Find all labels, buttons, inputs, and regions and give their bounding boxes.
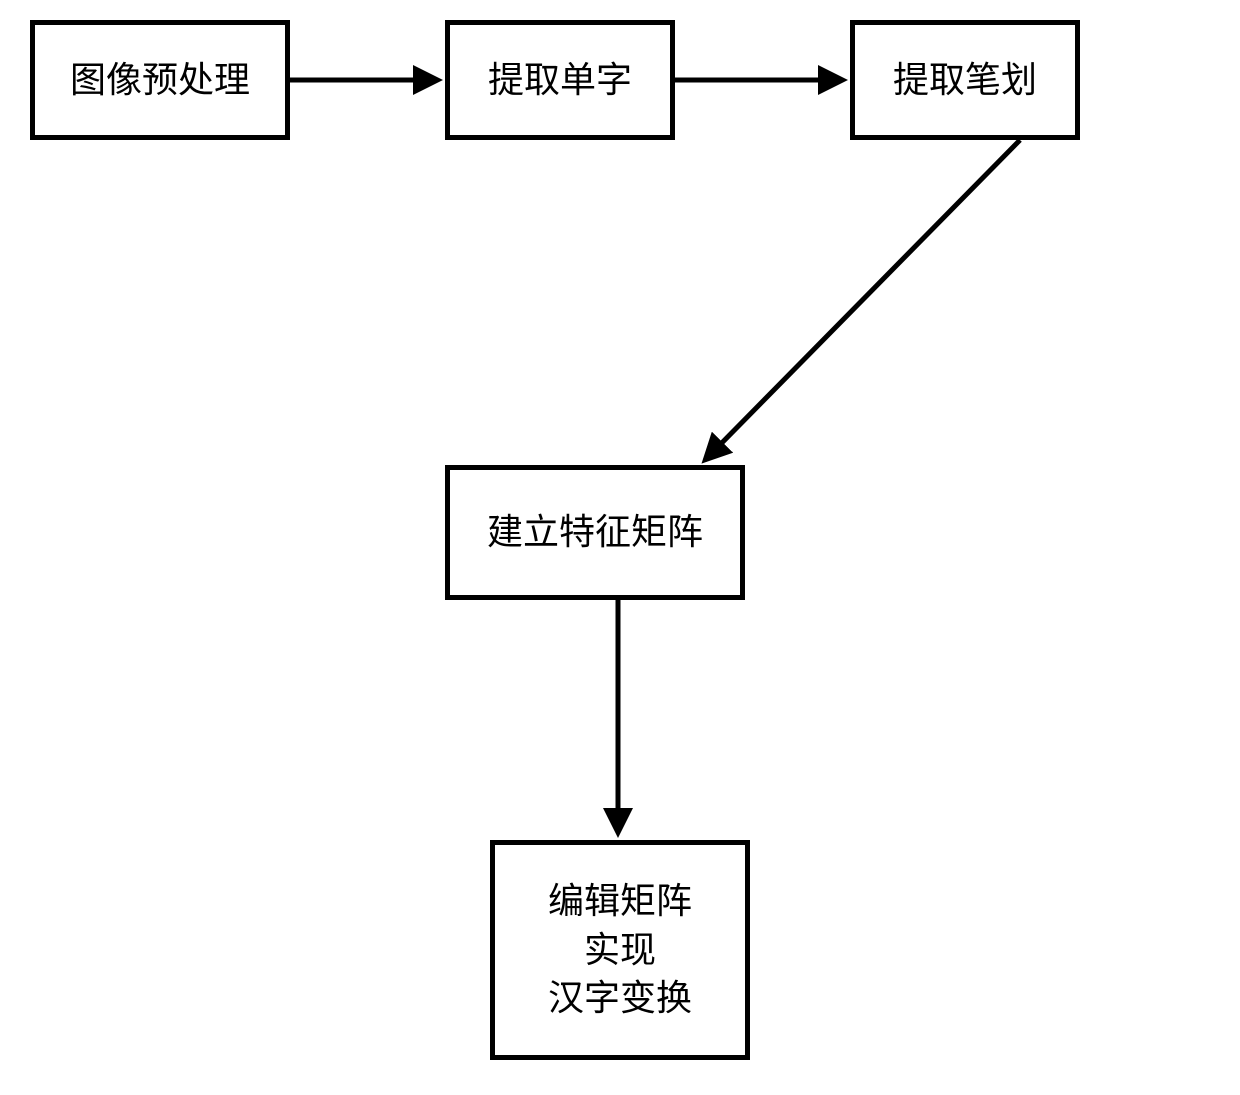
flow-node-feature-matrix: 建立特征矩阵 (445, 465, 745, 600)
flow-node-label: 图像预处理 (70, 56, 250, 105)
flow-node-preprocess: 图像预处理 (30, 20, 290, 140)
flow-node-label: 建立特征矩阵 (487, 508, 703, 557)
flow-node-extract-char: 提取单字 (445, 20, 675, 140)
flow-edge (705, 140, 1020, 460)
flow-node-edit-matrix: 编辑矩阵 实现 汉字变换 (490, 840, 750, 1060)
flow-node-extract-stroke: 提取笔划 (850, 20, 1080, 140)
flow-node-label: 编辑矩阵 实现 汉字变换 (548, 877, 692, 1023)
flow-node-label: 提取笔划 (893, 56, 1037, 105)
flow-node-label: 提取单字 (488, 56, 632, 105)
